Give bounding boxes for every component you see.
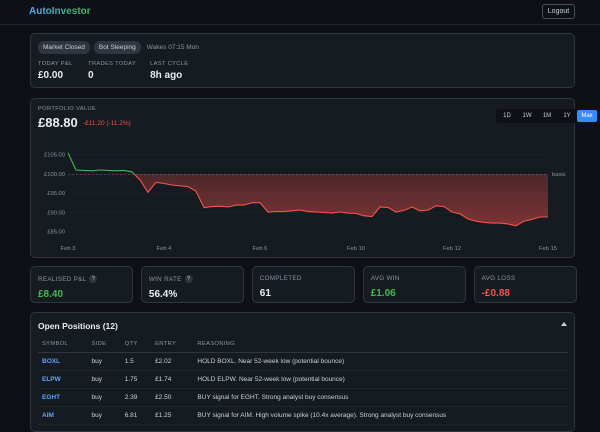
metric-label: REALISED P&L? (38, 275, 125, 283)
range-button[interactable]: 1M (542, 113, 552, 119)
wake-time: Wakes 07:15 Mon (146, 44, 199, 51)
x-tick-label: Feb 6 (253, 246, 268, 252)
status-badge: Market Closed (38, 41, 90, 54)
x-tick-label: Feb 15 (539, 246, 557, 252)
cell: £1.25 (151, 406, 194, 425)
position-row: AIM buy 6.81 £1.25 BUY signal for AIM. High … (38, 406, 568, 425)
y-tick-label: £90.00 (47, 210, 65, 216)
metric-card: AVG LOSS -£0.88 (473, 266, 577, 303)
value-line (67, 152, 548, 227)
symbol: AIM (38, 406, 88, 425)
y-tick-label: £100.00 (44, 172, 65, 178)
x-tick-label: Feb 4 (157, 246, 173, 252)
metric-value: 61 (259, 288, 271, 299)
cell: buy (87, 406, 121, 425)
portfolio-value: £88.80 (38, 115, 78, 130)
cell: £1.74 (151, 370, 194, 389)
cell: 1.5 (120, 352, 152, 371)
metric-card: WIN RATE? 56.4% (140, 266, 245, 303)
metric-card: REALISED P&L? £8.40 (30, 266, 134, 303)
range-button[interactable]: 1D (503, 113, 511, 119)
range-button[interactable]: 1Y (563, 113, 571, 119)
status-stat: TODAY P&L £0.00 (38, 61, 74, 81)
metric-value: £8.40 (38, 289, 64, 300)
status-badge: Bot Sleeping (93, 41, 141, 54)
cell: BUY signal for EGHT. Strong analyst buy … (193, 388, 568, 407)
loss-area (68, 174, 548, 226)
range-button[interactable]: 1W (522, 113, 532, 119)
range-button[interactable]: Max (577, 110, 597, 122)
metric-value: 56.4% (148, 289, 178, 300)
header: AutoInvestor Logout (0, 0, 600, 25)
status-stat: TRADES TODAY 0 (88, 61, 136, 81)
stat-value: 8h ago (150, 70, 183, 81)
y-tick-label: £95.00 (47, 191, 65, 197)
badges: Market Closed Bot Sleeping Wakes 07:15 Mon (38, 41, 199, 54)
column-header: ENTRY (151, 337, 194, 353)
metric-label: AVG LOSS (482, 275, 569, 282)
metric-label-text: AVG LOSS (481, 275, 516, 282)
x-tick-label: Feb 10 (347, 246, 365, 252)
help-icon[interactable]: ? (184, 275, 193, 283)
stat-label: TODAY P&L (38, 61, 73, 67)
position-row: ELPW buy 1.75 £1.74 HOLD ELPW. Near 52-week … (38, 370, 568, 389)
x-tick-label: Feb 12 (443, 246, 461, 252)
column-header: SYMBOL (38, 337, 88, 353)
cell: HOLD BOXL. Near 52-week low (potential b… (193, 352, 568, 371)
position-row: EGHT buy 2.39 £2.50 BUY signal for EGHT. Str… (38, 388, 568, 407)
y-tick-label: £105.00 (44, 153, 65, 159)
cell: HOLD ELPW. Near 52-week low (potential b… (193, 370, 568, 389)
portfolio-change: -£11.20 (-11.2%) (83, 120, 131, 127)
cell: buy (87, 370, 121, 389)
cell: buy (87, 352, 121, 371)
collapse-toggle[interactable] (561, 322, 567, 326)
metric-label-text: REALISED P&L (38, 275, 87, 283)
metric-label: COMPLETED (260, 275, 347, 282)
cell: buy (87, 388, 121, 407)
metric-label-text: AVG WIN (370, 275, 400, 282)
symbol: ELPW (38, 370, 88, 389)
cell: £2.50 (151, 388, 194, 407)
column-header: SIDE (87, 337, 121, 353)
cell: £2.02 (151, 352, 194, 371)
cell: 6.81 (120, 406, 152, 425)
position-row: BOXL buy 1.5 £2.02 HOLD BOXL. Near 52-week l… (38, 352, 568, 371)
baseline-label: basis (552, 172, 566, 178)
metric-label: WIN RATE? (149, 275, 236, 283)
metric-label-text: WIN RATE (148, 275, 182, 283)
stat-label: TRADES TODAY (88, 61, 137, 67)
x-tick-label: Feb 3 (61, 246, 76, 252)
brand: AutoInvestor (29, 6, 91, 17)
range-selector: 1D 1W 1M 1Y Max (496, 109, 598, 123)
help-icon[interactable]: ? (89, 275, 98, 283)
metric-label: AVG WIN (371, 275, 458, 282)
metric-label-text: COMPLETED (259, 275, 302, 282)
portfolio-chart: £85.00 £90.00 £95.00 £100.00 £105.00 Feb 3 Feb… (44, 152, 566, 252)
column-header: QTY (120, 337, 152, 353)
logout-button[interactable]: Logout (542, 4, 575, 19)
stat-value: 0 (88, 70, 94, 81)
stat-label: LAST CYCLE (150, 61, 189, 67)
cell: 1.75 (120, 370, 152, 389)
symbol: BOXL (38, 352, 88, 371)
status-card: Market Closed Bot Sleeping Wakes 07:15 Mon… (30, 33, 575, 88)
cell: 2.39 (120, 388, 152, 407)
positions-title: Open Positions (12) (38, 321, 118, 331)
portfolio-label: PORTFOLIO VALUE (38, 106, 97, 112)
metric-value: -£0.88 (481, 288, 510, 299)
cell: BUY signal for AIM. High volume spike (1… (193, 406, 568, 425)
column-header: REASONING (193, 337, 568, 353)
symbol: EGHT (38, 388, 88, 407)
positions-card: Open Positions (12) SYMBOL SIDE QTY ENTRY RE… (30, 312, 575, 432)
stat-value: £0.00 (38, 70, 64, 81)
table-header: SYMBOL SIDE QTY ENTRY REASONING (38, 337, 568, 353)
metric-value: £1.06 (370, 288, 396, 299)
positions-table: SYMBOL SIDE QTY ENTRY REASONING BOXL buy 1.5 £2.… (38, 337, 568, 425)
metric-card: AVG WIN £1.06 (362, 266, 467, 303)
y-tick-label: £85.00 (47, 230, 65, 236)
status-stat: LAST CYCLE 8h ago (150, 61, 210, 81)
metric-card: COMPLETED 61 (251, 266, 356, 303)
status-stats: TODAY P&L £0.00 TRADES TODAY 0 LAST CYCLE 8h … (38, 61, 210, 81)
